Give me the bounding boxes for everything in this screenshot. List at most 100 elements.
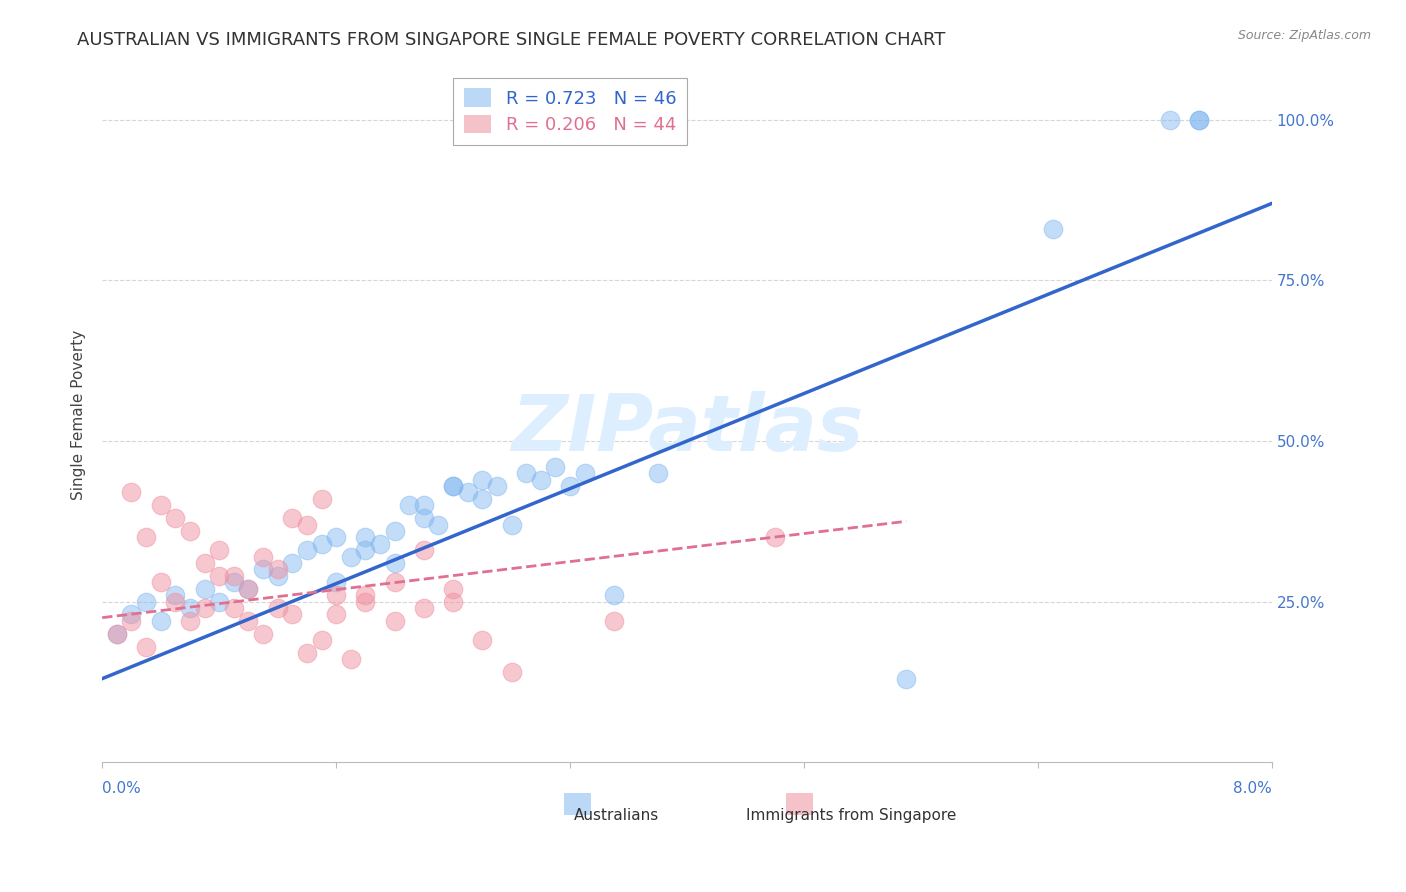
Point (1188, 112, 1211, 127)
Point (384, 575, 406, 590)
Point (311, 633, 333, 648)
Point (165, 588, 187, 602)
Point (208, 543, 231, 558)
Point (325, 530, 347, 544)
Text: Immigrants from Singapore: Immigrants from Singapore (745, 808, 956, 823)
Point (339, 549, 361, 564)
Point (135, 530, 157, 544)
Point (149, 498, 172, 512)
Point (412, 601, 434, 615)
Point (354, 530, 377, 544)
Point (295, 646, 318, 660)
Point (295, 517, 318, 532)
Point (1159, 112, 1181, 127)
Point (193, 582, 215, 596)
Point (1188, 112, 1211, 127)
Point (1042, 222, 1064, 236)
Point (208, 594, 231, 608)
Text: 8.0%: 8.0% (1233, 780, 1272, 796)
Point (427, 517, 450, 532)
Point (252, 562, 274, 576)
Text: AUSTRALIAN VS IMMIGRANTS FROM SINGAPORE SINGLE FEMALE POVERTY CORRELATION CHART: AUSTRALIAN VS IMMIGRANTS FROM SINGAPORE … (77, 31, 946, 49)
Point (441, 479, 464, 493)
Point (105, 626, 128, 640)
Point (896, 672, 918, 686)
Point (485, 479, 508, 493)
Point (515, 466, 537, 480)
Point (574, 466, 596, 480)
Point (354, 543, 377, 558)
Point (149, 614, 172, 628)
Point (325, 575, 347, 590)
Point (165, 594, 187, 608)
Point (165, 511, 187, 525)
Point (339, 652, 361, 666)
Point (398, 498, 420, 512)
Point (135, 640, 157, 654)
Point (501, 517, 523, 532)
Point (384, 614, 406, 628)
Point (763, 530, 786, 544)
Point (325, 607, 347, 622)
Point (471, 633, 494, 648)
Point (238, 582, 260, 596)
Point (281, 607, 304, 622)
Text: Australians: Australians (574, 808, 659, 823)
Point (208, 569, 231, 583)
Text: 0.0%: 0.0% (103, 780, 141, 796)
Point (266, 601, 288, 615)
Point (603, 588, 626, 602)
Point (311, 537, 333, 551)
Point (603, 614, 626, 628)
Point (354, 588, 377, 602)
Point (325, 588, 347, 602)
Point (281, 556, 304, 570)
Point (384, 556, 406, 570)
Point (120, 614, 142, 628)
Point (193, 556, 215, 570)
Point (149, 575, 172, 590)
Point (222, 575, 245, 590)
Point (368, 537, 391, 551)
Point (441, 479, 464, 493)
Point (135, 594, 157, 608)
Point (281, 511, 304, 525)
Point (530, 473, 553, 487)
Text: ZIPatlas: ZIPatlas (510, 392, 863, 467)
Point (238, 614, 260, 628)
Legend: R = 0.723   N = 46, R = 0.206   N = 44: R = 0.723 N = 46, R = 0.206 N = 44 (453, 78, 688, 145)
Point (252, 549, 274, 564)
Point (501, 665, 523, 680)
Point (441, 594, 464, 608)
Point (105, 626, 128, 640)
Point (295, 543, 318, 558)
Point (471, 473, 494, 487)
Point (647, 466, 669, 480)
Point (222, 569, 245, 583)
Point (412, 498, 434, 512)
Point (179, 614, 201, 628)
Point (558, 479, 581, 493)
Point (266, 569, 288, 583)
Point (412, 511, 434, 525)
Point (384, 524, 406, 538)
Point (457, 485, 479, 500)
Point (179, 601, 201, 615)
Point (120, 607, 142, 622)
Point (266, 562, 288, 576)
Point (252, 626, 274, 640)
Point (311, 491, 333, 506)
Bar (564, 793, 591, 814)
Text: Source: ZipAtlas.com: Source: ZipAtlas.com (1237, 29, 1371, 42)
Bar (786, 793, 813, 814)
Point (471, 491, 494, 506)
Point (441, 582, 464, 596)
Point (354, 594, 377, 608)
Point (544, 459, 567, 474)
Point (412, 543, 434, 558)
Point (193, 601, 215, 615)
Point (222, 601, 245, 615)
Y-axis label: Single Female Poverty: Single Female Poverty (72, 330, 86, 500)
Point (238, 582, 260, 596)
Point (120, 485, 142, 500)
